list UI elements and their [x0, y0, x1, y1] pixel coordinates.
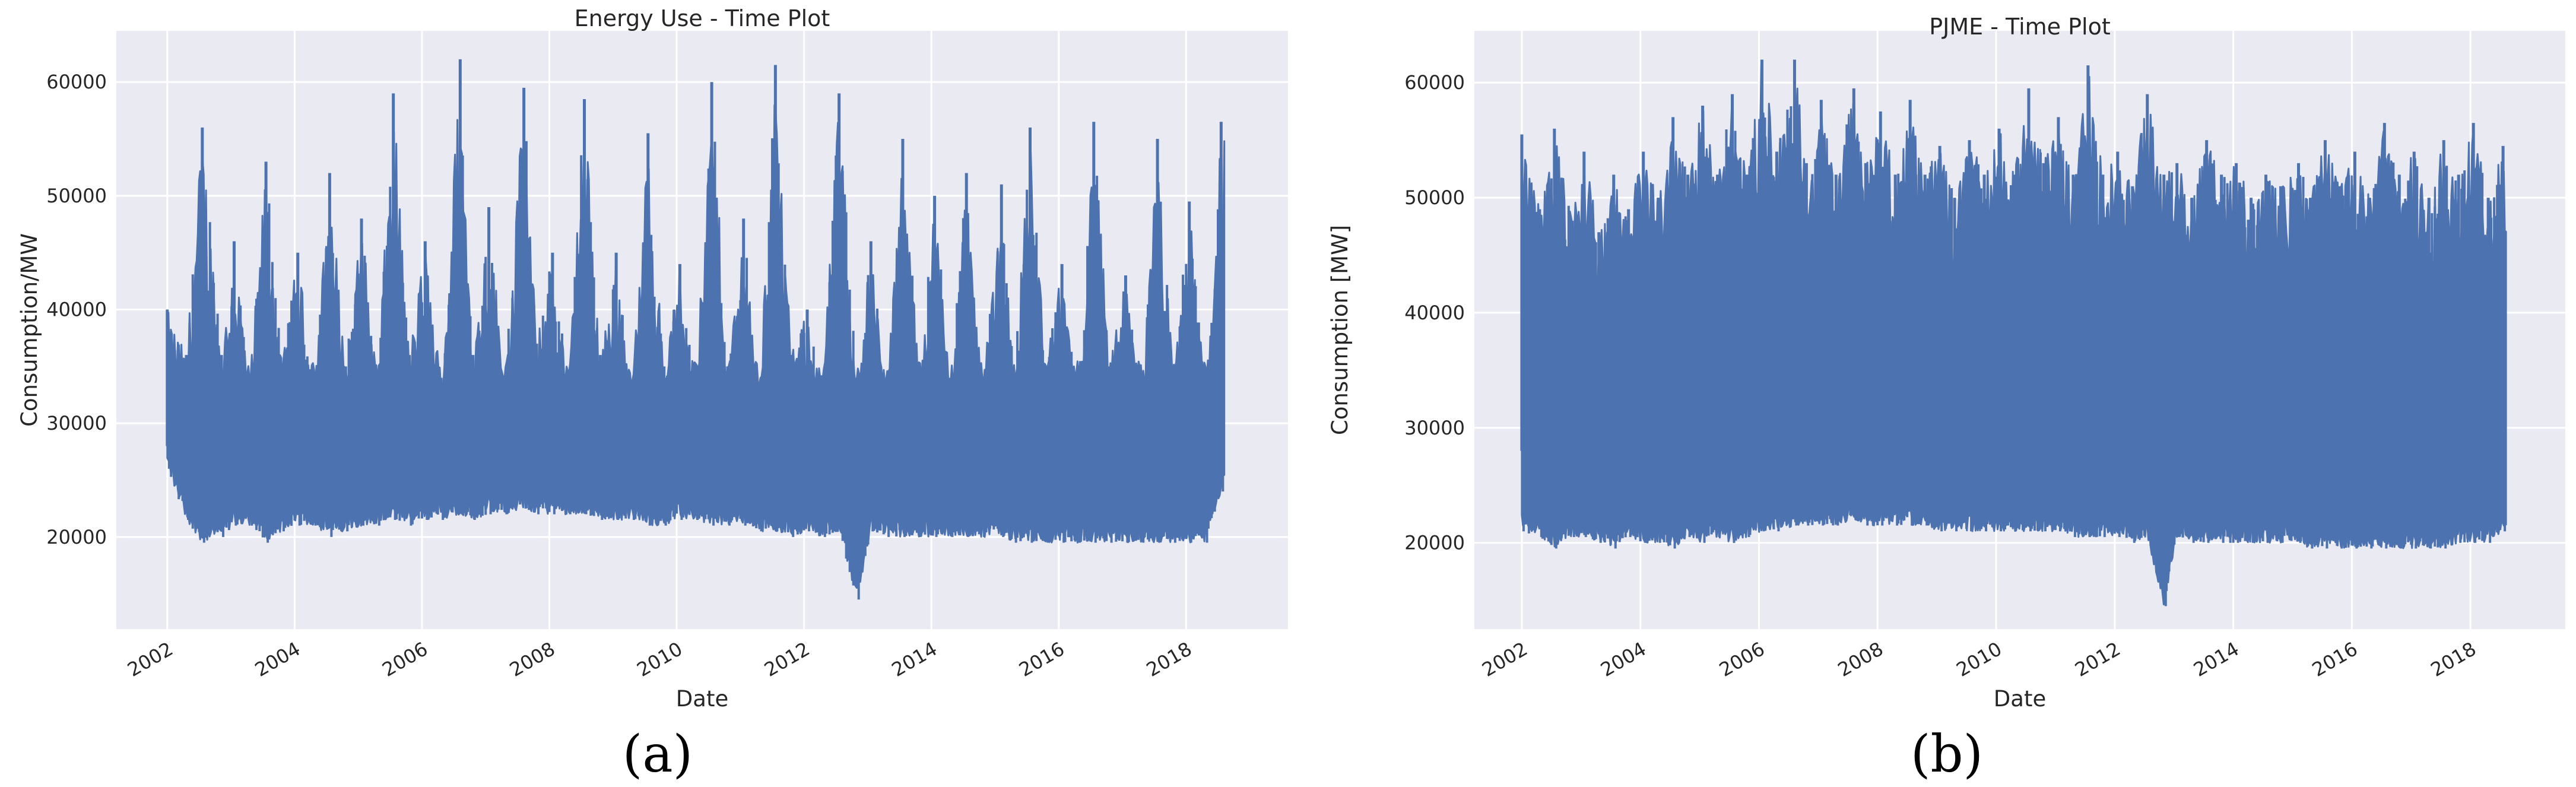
x-ticks-a: 2002 2004 2006 2008 2010 2012 2014 2016 2018: [123, 637, 1195, 681]
x-tick-label: 2010: [633, 637, 687, 681]
x-tick-label: 2004: [251, 637, 304, 681]
x-axis-label-b: Date: [1994, 686, 2046, 712]
x-tick-label: 2008: [506, 637, 559, 681]
y-tick-label: 30000: [46, 412, 107, 434]
y-tick-label: 60000: [46, 71, 107, 93]
x-tick-label: 2012: [2071, 637, 2124, 681]
chart-a: Energy Use - Time Plot Date Consumption/…: [17, 5, 1288, 784]
x-tick-label: 2006: [1715, 637, 1769, 681]
x-tick-label: 2018: [2427, 637, 2480, 681]
y-tick-label: 40000: [1404, 302, 1465, 324]
data-series-b: [1520, 59, 2507, 607]
y-tick-label: 20000: [1404, 532, 1465, 554]
x-tick-label: 2002: [1478, 637, 1531, 681]
data-series-a: [166, 59, 1226, 600]
chart-b: PJME - Time Plot Date Consumption [MW] 2…: [1327, 14, 2565, 784]
y-axis-label-a: Consumption/MW: [17, 233, 42, 427]
y-ticks-b: 20000 30000 40000 50000 60000: [1404, 71, 1465, 554]
y-tick-label: 60000: [1404, 71, 1465, 94]
x-tick-label: 2016: [2308, 637, 2362, 681]
y-axis-label-b: Consumption [MW]: [1327, 225, 1353, 435]
panel-label-b: (b): [1911, 725, 1983, 784]
y-tick-label: 20000: [46, 526, 107, 548]
x-tick-label: 2014: [2190, 637, 2243, 681]
panel-label-a: (a): [623, 725, 693, 784]
x-tick-label: 2014: [888, 637, 941, 681]
y-tick-label: 30000: [1404, 417, 1465, 439]
y-tick-label: 40000: [46, 299, 107, 321]
x-tick-label: 2018: [1143, 637, 1196, 681]
chart-title-b: PJME - Time Plot: [1929, 14, 2110, 40]
x-tick-label: 2008: [1834, 637, 1887, 681]
x-tick-label: 2016: [1015, 637, 1068, 681]
x-tick-label: 2006: [378, 637, 432, 681]
x-tick-label: 2002: [123, 637, 177, 681]
x-tick-label: 2010: [1953, 637, 2006, 681]
y-ticks-a: 20000 30000 40000 50000 60000: [46, 71, 107, 548]
x-axis-label-a: Date: [676, 686, 728, 712]
y-tick-label: 50000: [46, 185, 107, 207]
x-tick-label: 2004: [1597, 637, 1650, 681]
chart-title-a: Energy Use - Time Plot: [575, 5, 830, 31]
x-tick-label: 2012: [760, 637, 814, 681]
x-ticks-b: 2002 2004 2006 2008 2010 2012 2014 2016 2018: [1478, 637, 2480, 681]
y-tick-label: 50000: [1404, 186, 1465, 209]
